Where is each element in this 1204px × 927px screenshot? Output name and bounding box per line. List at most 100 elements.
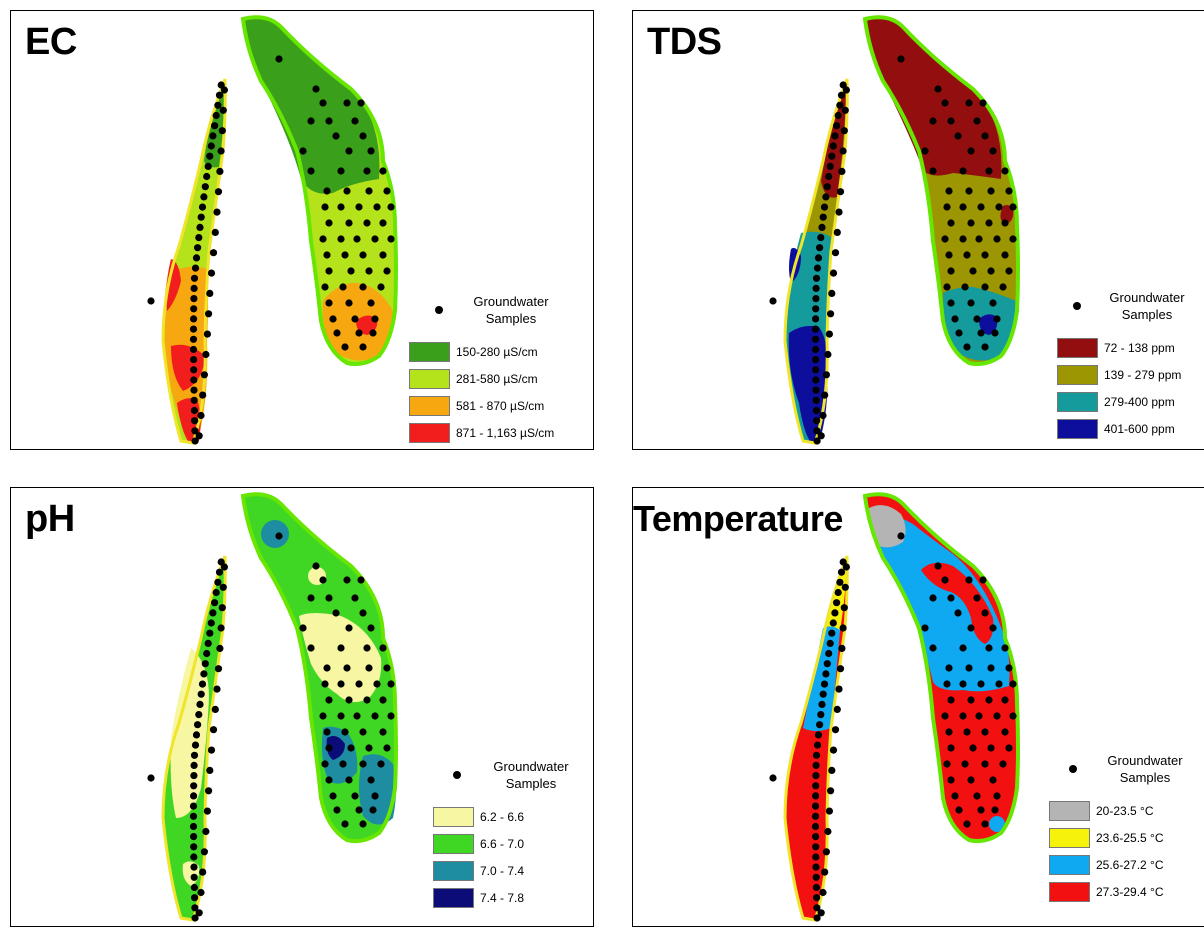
sample-point [319,99,327,107]
sample-point [812,782,820,790]
sample-point [307,594,315,602]
sample-point [199,868,207,876]
sample-point-icon [1073,302,1081,310]
sample-point [341,251,349,259]
sample-point [977,203,985,211]
sample-point [363,167,371,175]
sample-point [834,111,842,120]
sample-point [355,680,363,688]
sample-point [195,909,203,917]
sample-point [329,792,337,800]
sample-point [147,774,155,782]
sample-point [812,761,820,769]
sample-point [367,776,375,784]
sample-point [836,665,845,673]
sample-point [355,806,363,814]
sample-point [365,664,373,672]
sample-point [959,203,967,211]
sample-point [828,152,836,160]
sample-point [816,244,824,252]
sample-point [191,741,200,749]
sample-point [828,289,836,297]
sample-point [947,299,955,307]
sample-point [841,106,849,114]
sample-point [838,644,846,652]
sample-point [835,685,843,693]
sample-point [977,329,985,337]
legend-entry: 871 - 1,163 µS/cm [409,422,589,444]
sample-point [965,576,973,584]
legend-entry: 6.2 - 6.6 [433,806,593,828]
sample-point [220,563,228,571]
sample-point [945,728,953,736]
sample-point [198,203,207,211]
sample-point [379,644,387,652]
sample-point-icon [435,306,443,314]
sample-point [963,251,971,259]
sample-point [963,820,971,828]
ph-map [147,492,398,922]
sample-point [206,629,214,637]
sample-point [828,766,836,774]
sample-point [379,696,387,704]
sample-point [1009,680,1017,688]
sample-point [993,235,1001,243]
sample-point [363,696,371,704]
sample-point [216,167,224,175]
sample-point [299,147,307,155]
sample-point [211,705,219,713]
sample-point [824,827,832,836]
sample-point [969,744,977,752]
sample-point [201,660,209,668]
sample-point [190,873,198,881]
legend-title-line2: Samples [505,776,557,791]
sample-point [206,289,214,297]
sample-point [345,776,353,784]
ph-legend: Groundwater Samples 6.2 - 6.6 6.6 - 7.0 … [433,758,593,914]
right-island-outline [240,15,398,367]
sample-point [813,741,822,749]
sample-point [973,315,981,323]
sample-point [377,283,385,291]
sample-point [214,665,223,673]
sample-point [197,411,205,420]
sample-point [819,690,827,698]
sample-point [209,726,218,734]
sample-point [207,619,215,627]
sample-point [833,705,841,713]
sample-point [345,147,353,155]
sample-point [341,820,349,828]
sample-point [817,909,825,917]
sample-point [369,806,377,814]
sample-point [203,330,211,338]
sample-point [345,696,353,704]
sample-point [307,117,315,125]
sample-point [219,106,227,114]
sample-point [981,283,989,291]
sample-point [197,888,205,897]
sample-point [812,376,820,384]
sample-point [195,711,203,719]
right-island-zone-1 [869,505,906,548]
sample-point [211,122,219,130]
sample-point [981,132,989,140]
sample-point [833,599,841,607]
sample-point [967,624,975,632]
sample-point [343,99,351,107]
sample-point [947,219,955,227]
sample-point [325,744,333,752]
sample-point [989,147,997,155]
sample-point [387,712,395,720]
legend-label: 27.3-29.4 °C [1096,885,1164,899]
sample-point [829,142,837,150]
sample-point [951,315,959,323]
sample-point [365,267,373,275]
sample-point [841,583,849,591]
legend-entry: 6.6 - 7.0 [433,833,593,855]
sample-point [359,609,367,617]
sample-point [816,721,824,729]
sample-point [769,774,777,782]
sample-point [190,782,198,790]
ec-legend: Groundwater Samples 150-280 µS/cm 281-58… [409,293,589,449]
sample-point [379,219,387,227]
